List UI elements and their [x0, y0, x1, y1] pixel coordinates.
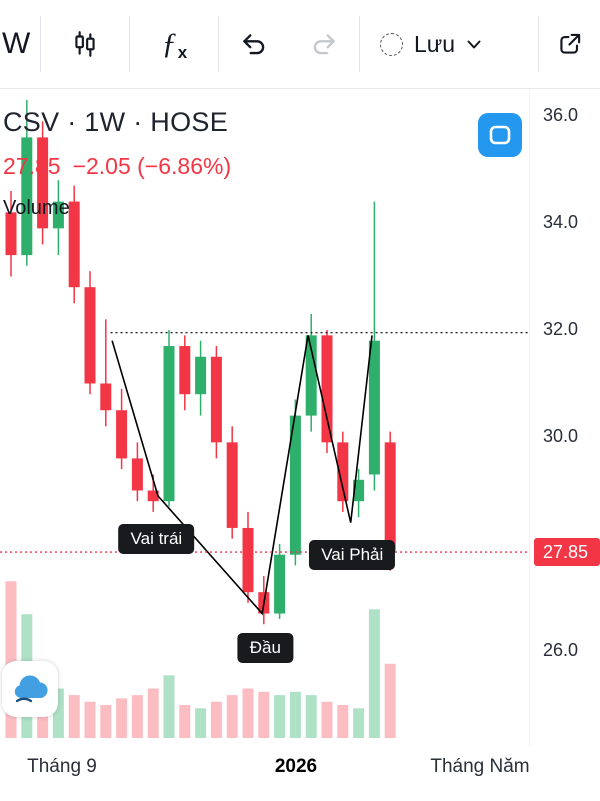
candle-body	[274, 554, 286, 614]
toolbar-divider	[218, 16, 219, 72]
candle-body	[179, 346, 191, 395]
volume-bar	[131, 695, 143, 738]
candle-body	[68, 201, 80, 288]
price-axis-label: 26.0	[543, 640, 579, 660]
volume-bar	[179, 705, 191, 738]
dashed-circle-icon	[380, 32, 403, 56]
volume-bar	[337, 705, 349, 738]
chevron-down-icon	[467, 40, 481, 48]
volume-bar	[163, 675, 175, 738]
volume-bar	[274, 695, 286, 738]
volume-bar	[84, 701, 96, 738]
volume-bar	[68, 695, 80, 738]
pattern-label[interactable]: Đầu	[237, 633, 293, 664]
candle-body	[131, 458, 143, 491]
volume-bar	[368, 609, 380, 738]
candles-icon	[75, 31, 95, 57]
candle-body	[242, 527, 254, 593]
pattern-label[interactable]: Vai trái	[118, 523, 195, 554]
redo-arrow-icon	[313, 34, 335, 55]
interval-button[interactable]: W	[0, 0, 40, 88]
share-button[interactable]	[539, 0, 600, 88]
toolbar-divider	[538, 16, 539, 72]
chart-style-button[interactable]	[41, 0, 129, 88]
volume-bar	[210, 701, 222, 738]
candle-body	[21, 137, 33, 256]
top-toolbar: W ƒx Lưu	[0, 0, 600, 89]
volume-bar	[100, 705, 112, 738]
candle-body	[37, 137, 49, 229]
time-axis-label: Tháng Năm	[430, 756, 530, 777]
broker-logo[interactable]	[2, 661, 58, 717]
volume-bar	[242, 688, 254, 738]
candle-body	[368, 340, 380, 475]
candle-body	[384, 442, 396, 553]
volume-bar	[321, 701, 333, 738]
pattern-label[interactable]: Vai Phải	[309, 539, 396, 570]
volume-bar	[384, 663, 396, 738]
volume-bar	[289, 691, 301, 738]
candle-body	[321, 335, 333, 443]
price-axis-label: 36.0	[543, 105, 579, 125]
time-axis[interactable]: Tháng 9 2026 Tháng Năm	[0, 746, 600, 801]
current-price-badge: 27.85	[534, 538, 600, 567]
screenshot-frame-icon	[489, 125, 511, 145]
cloud-logo-icon	[14, 675, 48, 703]
screenshot-button[interactable]	[478, 113, 522, 157]
head-shoulders-lines[interactable]	[111, 335, 373, 616]
candle-body	[210, 356, 222, 443]
candle-body	[84, 287, 96, 384]
volume-bar	[226, 695, 238, 738]
candle-body	[353, 479, 365, 502]
time-axis-label: Tháng 9	[27, 756, 97, 777]
toolbar-divider	[40, 16, 41, 72]
candle-body	[163, 346, 175, 502]
volume-bar	[116, 698, 128, 738]
fx-icon: ƒx	[161, 27, 188, 62]
chart-area: 36.0 34.0 32.0 30.0 26.0 27.85 CSV · 1W · HO…	[0, 89, 600, 746]
volume-bar	[258, 691, 270, 738]
candle-body	[195, 356, 207, 395]
price-axis-label: 34.0	[543, 212, 579, 232]
candle-body	[5, 212, 17, 256]
candle-body	[52, 201, 64, 229]
share-icon	[559, 33, 580, 54]
volume-bar	[305, 695, 317, 738]
candle-body	[116, 410, 128, 459]
redo-button[interactable]	[289, 0, 359, 88]
time-axis-label: 2026	[274, 756, 318, 777]
volume-bar	[353, 708, 365, 738]
candlestick-chart[interactable]	[0, 89, 530, 746]
undo-arrow-icon	[243, 34, 265, 55]
indicators-button[interactable]: ƒx	[130, 0, 218, 88]
candle-body	[147, 490, 159, 502]
volume-bar	[5, 581, 17, 738]
volume-bar	[52, 688, 64, 738]
save-layout-button[interactable]: Lưu	[360, 0, 502, 88]
price-axis[interactable]: 36.0 34.0 32.0 30.0 26.0 27.85	[529, 89, 600, 746]
undo-button[interactable]	[219, 0, 289, 88]
candle-body	[305, 335, 317, 416]
candle-body	[100, 383, 112, 411]
volume-bar	[147, 688, 159, 738]
candle-body	[289, 415, 301, 555]
price-axis-label: 32.0	[543, 319, 579, 339]
volume-bar	[195, 708, 207, 738]
toolbar-divider	[129, 16, 130, 72]
toolbar-divider	[359, 16, 360, 72]
candle-body	[337, 442, 349, 502]
price-axis-label: 30.0	[543, 426, 579, 446]
candle-body	[226, 442, 238, 528]
